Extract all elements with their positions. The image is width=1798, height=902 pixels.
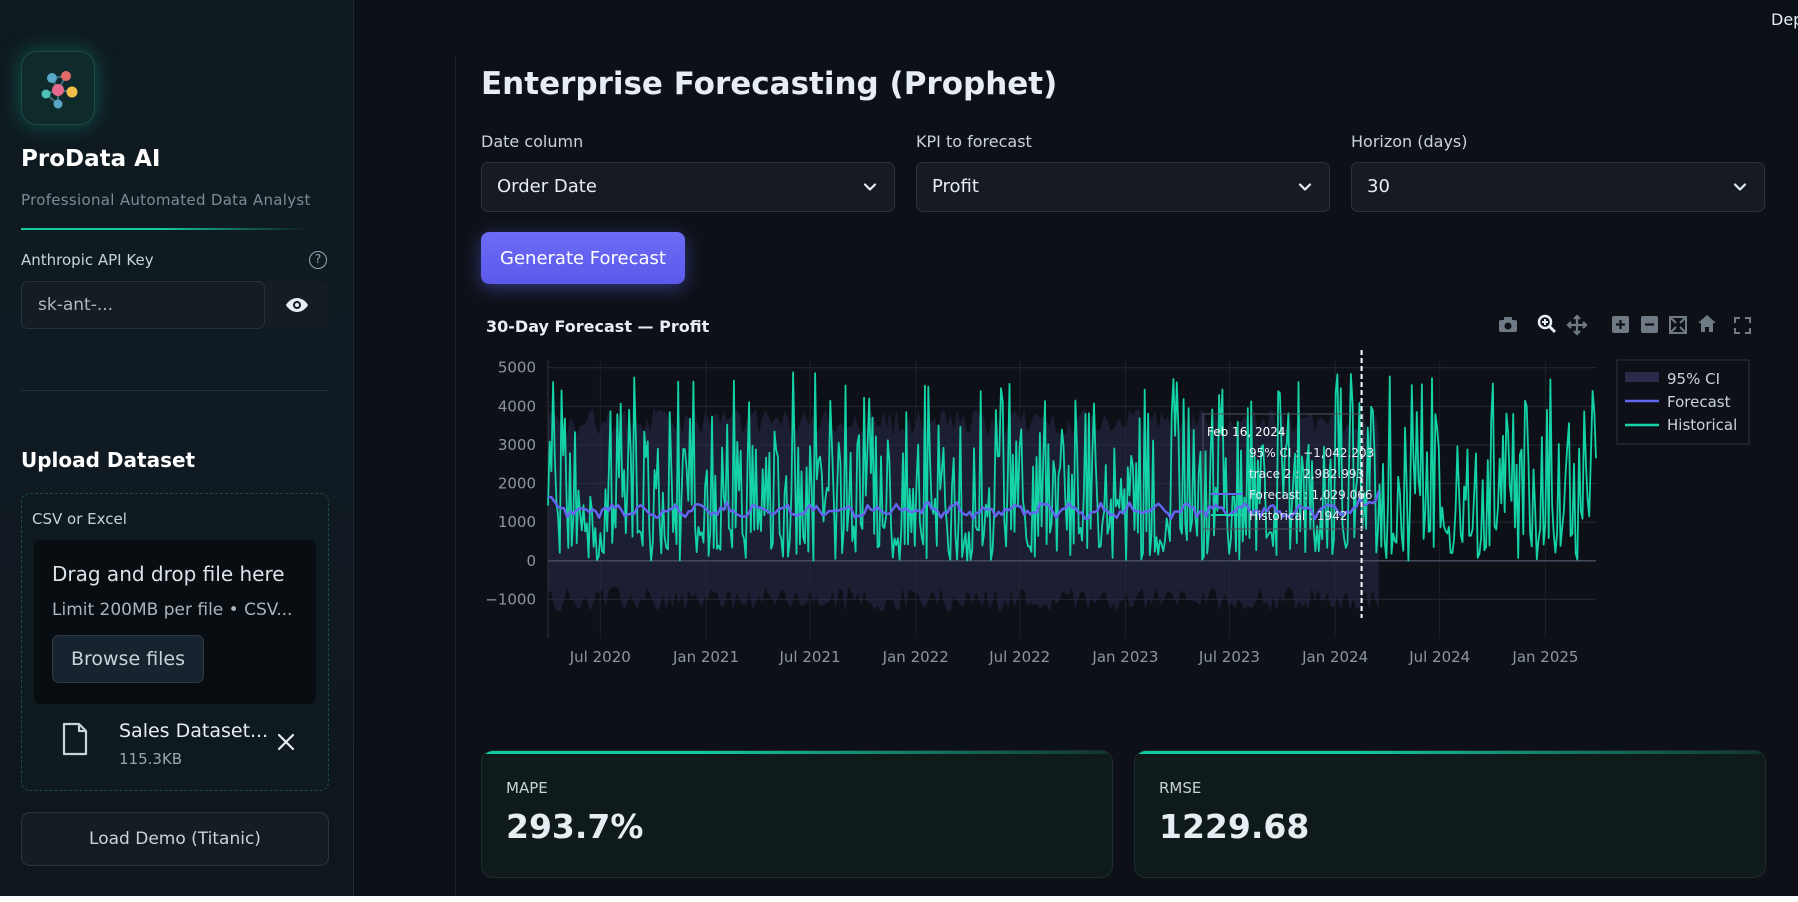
tooltip-forecast: Forecast : 1,029.066 [1249,488,1373,502]
legend-ci[interactable]: 95% CI [1667,370,1720,388]
legend-swatch-ci [1625,372,1659,382]
tooltip-ci: 95% CI : −1,042.203 [1249,446,1374,460]
y-tick-label: 3000 [498,436,536,454]
browse-files-button[interactable]: Browse files [52,635,204,683]
y-tick-label: 2000 [498,475,536,493]
chevron-down-icon [1298,183,1312,191]
y-tick-label: 4000 [498,397,536,415]
horizon-value: 30 [1367,176,1390,197]
y-tick-label: −1000 [485,590,536,608]
pan-icon[interactable] [1566,314,1588,336]
generate-forecast-button[interactable]: Generate Forecast [481,232,685,284]
api-key-label: Anthropic API Key [21,251,154,269]
x-tick-label: Jan 2025 [1511,648,1578,666]
date-column-value: Order Date [497,176,597,197]
uploaded-file: Sales Dataset... 115.3KB [34,712,316,778]
plot-area: −1000 0 1000 2000 3000 4000 5000 Jul 2020 Jan 2… [485,350,1597,666]
kpi-label: KPI to forecast [916,132,1032,151]
x-tick-label: Jan 2021 [672,648,739,666]
camera-icon[interactable] [1499,317,1517,332]
sidebar: ProData AI Professional Automated Data A… [0,0,354,896]
chevron-down-icon [1733,183,1747,191]
reset-axes-icon[interactable] [1698,315,1716,332]
upload-title: Upload Dataset [21,448,196,472]
close-icon[interactable] [274,730,298,754]
chart-legend: 95% CI Forecast Historical [1616,359,1750,445]
autoscale-icon[interactable] [1669,316,1687,334]
y-tick-label: 0 [526,552,536,570]
tooltip-historical: Historical : 1942 [1249,509,1347,523]
brand-subtitle: Professional Automated Data Analyst [21,191,311,209]
dropzone-limit: Limit 200MB per file • CSV... [52,600,293,620]
sidebar-divider [21,390,329,391]
zoom-icon[interactable] [1537,314,1557,334]
brand-title: ProData AI [21,146,161,172]
x-tick-label: Jan 2023 [1091,648,1158,666]
x-tick-label: Jul 2021 [778,648,840,666]
page-title: Enterprise Forecasting (Prophet) [481,66,1058,102]
fullscreen-icon[interactable] [1734,317,1751,334]
logo [21,51,95,125]
horizon-select[interactable]: 30 [1351,162,1765,212]
forecast-chart[interactable]: 30-Day Forecast — Profit [481,300,1771,730]
file-name: Sales Dataset... [119,720,269,742]
legend-forecast[interactable]: Forecast [1667,393,1731,411]
date-column-select[interactable]: Order Date [481,162,895,212]
x-tick-label: Jul 2020 [569,648,631,666]
file-icon [62,722,88,756]
file-size: 115.3KB [119,750,183,768]
api-key-input[interactable] [21,281,265,329]
metric-card-rmse: RMSE 1229.68 [1134,750,1766,878]
y-axis: −1000 0 1000 2000 3000 4000 5000 [485,359,536,609]
date-column-label: Date column [481,132,584,151]
zoom-in-icon[interactable] [1612,316,1629,333]
x-tick-label: Jul 2022 [988,648,1050,666]
dropzone[interactable]: Drag and drop file here Limit 200MB per … [34,540,316,704]
file-uploader: CSV or Excel Drag and drop file here Lim… [21,493,329,791]
metric-label: RMSE [1159,779,1202,797]
historical-line [547,371,1597,562]
y-tick-label: 5000 [498,359,536,377]
metric-card-mape: MAPE 293.7% [481,750,1113,878]
metric-accent-bar [482,751,1112,754]
toggle-visibility-button[interactable] [265,281,329,329]
metric-accent-bar [1135,751,1765,754]
deploy-button[interactable]: Dep [1771,10,1798,29]
uploader-label: CSV or Excel [32,510,127,528]
chart-modebar [1499,314,1751,336]
kpi-select[interactable]: Profit [916,162,1330,212]
kpi-value: Profit [932,176,979,197]
eye-icon [286,298,308,312]
x-tick-label: Jul 2023 [1198,648,1260,666]
x-axis: Jul 2020 Jan 2021 Jul 2021 Jan 2022 Jul 2022… [569,648,1579,666]
tooltip-trace2: trace 2 : 2,982.993 [1249,467,1364,481]
chart-title: 30-Day Forecast — Profit [486,317,710,336]
metric-value: 1229.68 [1159,807,1310,846]
y-tick-label: 1000 [498,513,536,531]
x-tick-label: Jan 2024 [1301,648,1368,666]
network-logo-icon [41,71,78,109]
zoom-out-icon[interactable] [1641,316,1658,333]
tooltip-date: Feb 16, 2024 [1207,425,1286,439]
forecast-line [548,490,1380,521]
horizon-label: Horizon (days) [1351,132,1468,151]
metric-value: 293.7% [506,807,644,846]
x-tick-label: Jul 2024 [1408,648,1470,666]
chevron-down-icon [863,183,877,191]
x-tick-label: Jan 2022 [882,648,949,666]
brand-divider [21,228,306,230]
dropzone-title: Drag and drop file here [52,562,285,586]
hover-tooltip: Feb 16, 2024 95% CI : −1,042.203 trace 2… [1202,413,1374,530]
load-demo-button[interactable]: Load Demo (Titanic) [21,812,329,866]
metric-label: MAPE [506,779,548,797]
help-icon[interactable]: ? [309,251,327,269]
legend-historical[interactable]: Historical [1667,416,1737,434]
